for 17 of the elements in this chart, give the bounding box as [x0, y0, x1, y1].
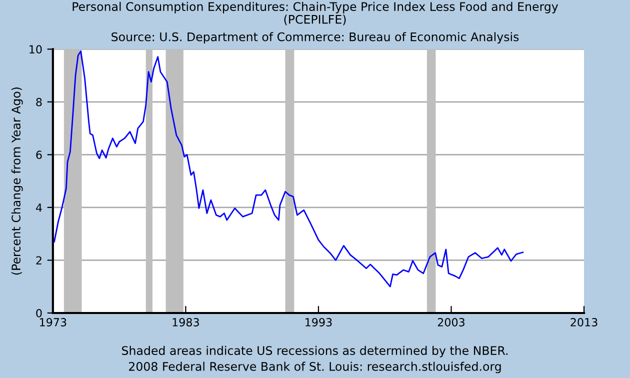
x-tick-label: 2013	[570, 318, 598, 326]
y-tick-label: 4	[36, 204, 42, 212]
chart-subtitle: Source: U.S. Department of Commerce: Bureau of Economic Analysis	[112, 32, 519, 44]
text: 2008 Federal Reserve Bank of St. Louis: research.stlouisfed.org	[129, 362, 501, 374]
y-tick-label: 6	[36, 150, 42, 160]
y-tick-label: 2	[36, 256, 42, 264]
chart-title: Personal Consumption Expenditures: Chain-Type Price Index Less Food and Energy (PCEPILFE)	[72, 2, 558, 26]
x-tick-label: 1983	[172, 318, 199, 326]
y-tick-label: 0	[36, 308, 42, 318]
y-tick-label: 10	[30, 45, 42, 54]
text: Shaded areas indicate US recessions as determined by the NBER.	[122, 346, 508, 358]
y-axis-title: (Percent Change from Year Ago)	[11, 88, 23, 275]
x-tick-label: 1973	[40, 318, 66, 326]
y-tick-label: 8	[36, 98, 42, 106]
x-tick-label: 1993	[306, 318, 332, 326]
line-series	[54, 50, 524, 288]
x-tick-label: 2003	[438, 318, 464, 326]
